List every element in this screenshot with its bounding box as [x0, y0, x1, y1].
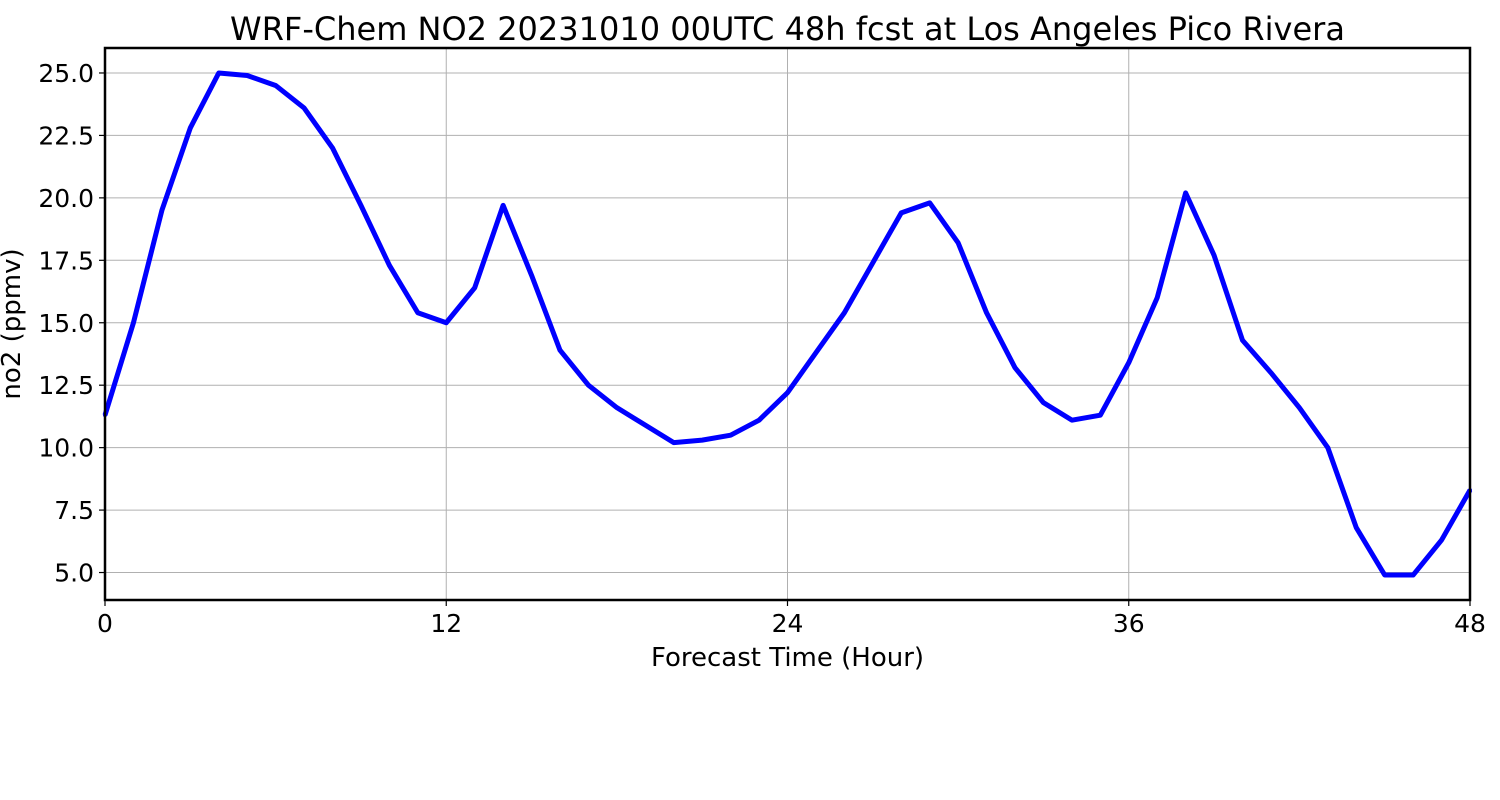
- data-point: [671, 440, 676, 445]
- x-tick-label: 48: [1454, 609, 1486, 638]
- data-point: [302, 105, 307, 110]
- x-tick-label: 12: [430, 609, 462, 638]
- data-point: [984, 310, 989, 315]
- data-point: [216, 70, 221, 75]
- data-point: [330, 145, 335, 150]
- data-point: [1098, 413, 1103, 418]
- data-point: [444, 320, 449, 325]
- data-point: [643, 423, 648, 428]
- data-point: [1439, 538, 1444, 543]
- data-point: [1411, 573, 1416, 578]
- y-tick-label: 10.0: [38, 434, 94, 463]
- data-point: [1240, 338, 1245, 343]
- data-point: [558, 348, 562, 353]
- data-point: [1069, 418, 1074, 423]
- data-point: [1041, 400, 1046, 405]
- data-point: [1354, 525, 1359, 530]
- data-point: [273, 83, 278, 88]
- grid: [104, 48, 1471, 600]
- y-tick-label: 22.5: [38, 121, 94, 150]
- y-tick-label: 25.0: [38, 59, 94, 88]
- data-point: [586, 383, 591, 388]
- data-point: [813, 350, 818, 355]
- data-point: [757, 418, 762, 423]
- y-tick-label: 15.0: [38, 309, 94, 338]
- data-point: [245, 73, 250, 78]
- data-point: [1382, 573, 1387, 578]
- data-point: [415, 310, 420, 315]
- x-tick-label: 36: [1113, 609, 1145, 638]
- x-tick-label: 0: [97, 609, 113, 638]
- data-point: [159, 208, 164, 213]
- x-tick-label: 24: [772, 609, 804, 638]
- data-point: [501, 203, 506, 208]
- y-tick-label: 20.0: [38, 184, 94, 213]
- data-point: [785, 390, 790, 395]
- data-point: [700, 438, 705, 443]
- y-tick-label: 7.5: [54, 496, 94, 525]
- data-point: [1325, 445, 1330, 450]
- data-point: [131, 320, 136, 325]
- data-point: [387, 263, 392, 268]
- data-point: [1155, 295, 1160, 300]
- data-point: [472, 285, 477, 290]
- data-point: [1212, 253, 1217, 258]
- data-point: [899, 210, 904, 215]
- data-point: [1297, 405, 1302, 410]
- y-axis-title: no2 (ppmv): [0, 248, 27, 399]
- data-point: [1268, 370, 1273, 375]
- y-tick-label: 12.5: [38, 371, 94, 400]
- data-point: [1013, 365, 1017, 370]
- data-point: [1183, 190, 1188, 195]
- chart-title: WRF-Chem NO2 20231010 00UTC 48h fcst at …: [230, 10, 1345, 48]
- axis-ticks: 0 12 24 36 48 5.0 7.5 10.0 12.5 15.0 17.5 20.0 22.5 2…: [38, 59, 1486, 638]
- data-point: [1126, 360, 1131, 365]
- y-tick-label: 5.0: [54, 559, 94, 588]
- data-point: [358, 203, 363, 208]
- y-tick-label: 17.5: [38, 246, 94, 275]
- series-layer: [102, 70, 1473, 578]
- data-point: [927, 200, 932, 205]
- data-point: [870, 260, 875, 265]
- data-point: [614, 405, 619, 410]
- data-point: [842, 310, 847, 315]
- data-point: [188, 125, 193, 130]
- data-point: [529, 273, 534, 278]
- data-point: [956, 240, 961, 245]
- data-point: [728, 433, 733, 438]
- x-axis-title: Forecast Time (Hour): [651, 643, 924, 673]
